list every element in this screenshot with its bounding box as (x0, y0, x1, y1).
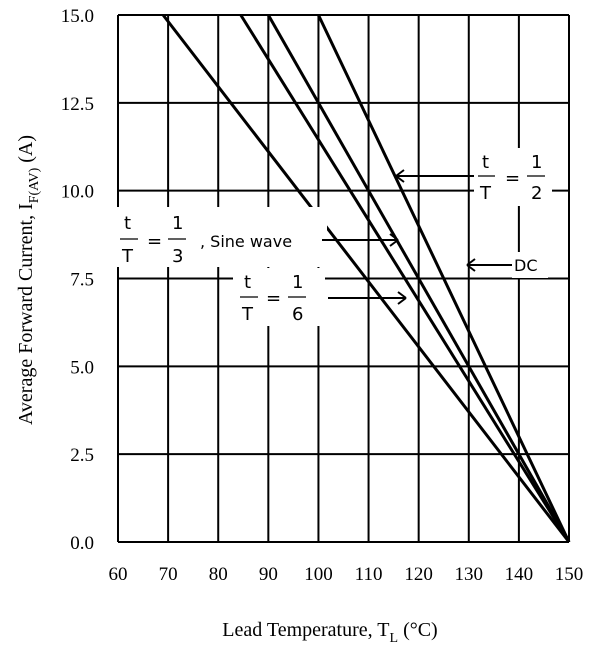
x-axis-title: Lead Temperature, TL (°C) (222, 619, 437, 645)
y-tick-label: 10.0 (61, 182, 94, 203)
series-line-3 (161, 14, 571, 543)
annotation-half: t T = 1 2 (395, 148, 552, 206)
annotation-third-t: t (124, 213, 131, 234)
x-tick-label: 70 (159, 564, 178, 585)
annotation-third-arrowhead (389, 233, 399, 247)
x-tick-label: 140 (505, 564, 534, 585)
annotation-third-den: 3 (172, 246, 183, 267)
x-tick-label: 150 (555, 564, 584, 585)
annotation-sixth-eq: = (266, 288, 281, 309)
annotation-half-bg (474, 148, 552, 206)
annotation-third-T: T (121, 246, 134, 267)
annotation-third-bg (115, 207, 327, 267)
annotation-third-num: 1 (172, 213, 183, 234)
annotation-third-suffix: , Sine wave (200, 232, 292, 251)
x-tick-label: 60 (109, 564, 128, 585)
y-tick-label: 0.0 (70, 533, 94, 554)
y-tick-labels: 0.0 2.5 5.0 7.5 10.0 12.5 15.0 (61, 6, 94, 554)
annotation-sixth-den: 6 (292, 304, 303, 325)
annotation-sixth-T: T (241, 304, 254, 325)
annotation-dc: DC (466, 252, 548, 278)
annotation-dc-arrowhead (466, 258, 476, 272)
annotation-half-eq: = (505, 168, 520, 189)
annotation-half-arrowhead (395, 169, 405, 183)
y-tick-label: 7.5 (70, 270, 94, 291)
y-tick-label: 2.5 (70, 445, 94, 466)
annotation-sixth-t: t (244, 272, 251, 293)
grid (117, 14, 570, 543)
annotation-half-T: T (479, 183, 492, 204)
y-axis-title: Average Forward Current, IF(AV) (A) (15, 135, 42, 425)
annotation-half-t: t (482, 152, 489, 173)
annotation-third: t T = 1 3 , Sine wave (115, 207, 399, 267)
y-tick-label: 15.0 (61, 6, 94, 27)
x-tick-label: 80 (209, 564, 228, 585)
y-tick-label: 5.0 (70, 357, 94, 378)
annotation-half-den: 2 (531, 183, 542, 204)
annotation-half-num: 1 (531, 152, 542, 173)
series-line-2 (239, 14, 571, 543)
annotation-sixth: t T = 1 6 (233, 268, 407, 326)
annotation-sixth-num: 1 (292, 272, 303, 293)
x-tick-label: 130 (455, 564, 484, 585)
x-tick-label: 110 (355, 564, 383, 585)
x-tick-label: 120 (404, 564, 433, 585)
annotation-dc-bg (512, 252, 548, 278)
y-tick-label: 12.5 (61, 94, 94, 115)
annotation-dc-label: DC (514, 256, 538, 275)
x-tick-labels: 60 70 80 90 100 110 120 130 140 150 (109, 564, 584, 585)
x-tick-label: 100 (304, 564, 333, 585)
annotation-third-eq: = (147, 231, 162, 252)
series-line-0 (317, 14, 571, 543)
annotation-sixth-arrowhead (397, 291, 407, 305)
series-line-1 (267, 14, 571, 543)
x-tick-label: 90 (259, 564, 278, 585)
series-lines (161, 14, 571, 543)
